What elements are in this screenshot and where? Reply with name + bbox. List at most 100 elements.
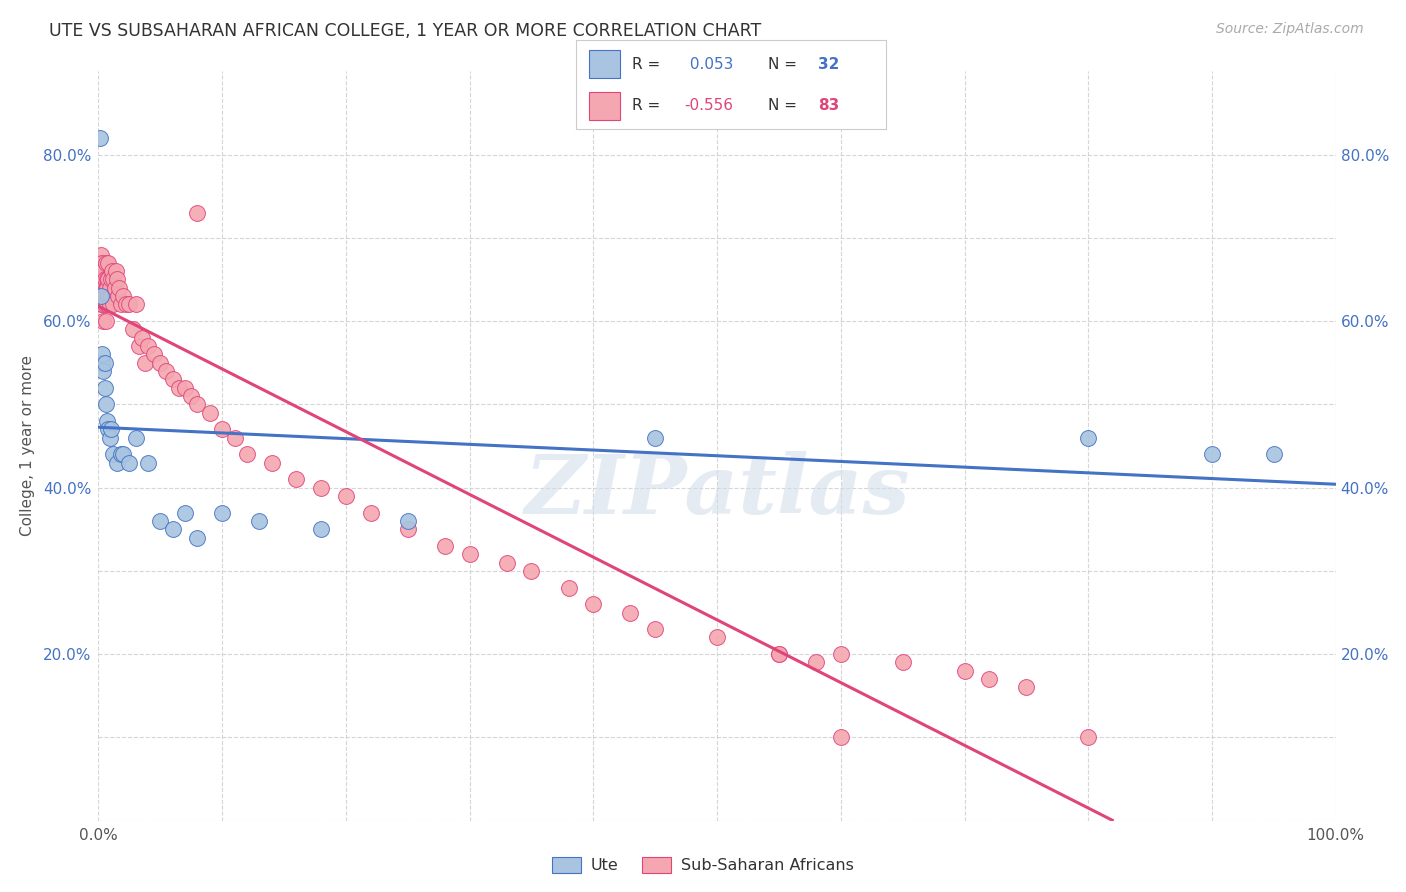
Point [335,489,357,503]
Legend: Ute, Sub-Saharan Africans: Ute, Sub-Saharan Africans [546,850,860,880]
Point [143,347,166,361]
Text: R =: R = [633,98,665,112]
Text: UTE VS SUBSAHARAN AFRICAN COLLEGE, 1 YEAR OR MORE CORRELATION CHART: UTE VS SUBSAHARAN AFRICAN COLLEGE, 1 YEA… [49,22,762,40]
Point [360,506,382,520]
Point [619,606,641,620]
Point [91,256,114,270]
Point [90,297,112,311]
Point [93,272,115,286]
Text: ZIPatlas: ZIPatlas [524,451,910,531]
Point [433,539,456,553]
Point [1263,447,1285,461]
Text: 0.053: 0.053 [685,57,733,71]
Point [105,272,128,286]
Point [93,297,115,311]
Point [768,647,790,661]
Point [96,414,118,428]
Point [198,406,221,420]
Point [582,597,605,611]
Bar [589,50,620,78]
Point [94,256,117,270]
Point [93,356,115,370]
Point [103,297,125,311]
Point [124,431,146,445]
Point [174,381,197,395]
Point [98,281,121,295]
Point [458,547,481,561]
Point [93,281,115,295]
Point [224,431,246,445]
Point [91,272,114,286]
Point [93,314,115,328]
Point [128,339,150,353]
Point [706,631,728,645]
Point [1077,431,1099,445]
Point [112,447,135,461]
Point [91,356,114,370]
Point [247,514,270,528]
Point [891,656,914,670]
Text: Source: ZipAtlas.com: Source: ZipAtlas.com [1216,22,1364,37]
Point [644,431,666,445]
Text: 83: 83 [818,98,839,112]
Point [131,331,153,345]
Point [162,372,184,386]
Point [174,506,197,520]
Point [260,456,283,470]
Point [134,356,156,370]
Point [97,256,120,270]
Point [155,364,177,378]
Point [118,456,141,470]
Point [979,672,1001,686]
Point [98,431,121,445]
Point [644,622,666,636]
Point [149,514,172,528]
Point [1077,731,1099,745]
Point [768,647,790,661]
Point [122,322,145,336]
Point [124,297,146,311]
Point [100,289,122,303]
Point [136,456,159,470]
Point [285,472,308,486]
Point [90,289,112,303]
Point [97,422,120,436]
Point [96,272,118,286]
Text: N =: N = [768,98,801,112]
Text: R =: R = [633,57,665,71]
Point [98,297,121,311]
Point [100,272,122,286]
Point [100,422,122,436]
Point [90,247,112,261]
Point [186,397,208,411]
Point [93,264,115,278]
Point [186,531,208,545]
Point [557,581,579,595]
Point [136,339,159,353]
Point [96,281,118,295]
Point [520,564,543,578]
Bar [589,92,620,120]
Point [211,506,233,520]
Point [89,256,111,270]
Point [1201,447,1223,461]
Point [89,131,111,145]
Point [101,264,124,278]
Point [91,297,114,311]
Point [104,264,127,278]
Point [90,272,112,286]
Point [495,556,517,570]
Point [180,389,202,403]
Point [162,522,184,536]
Point [118,297,141,311]
Point [396,514,419,528]
Point [90,356,112,370]
Point [93,381,115,395]
Point [91,347,114,361]
Point [953,664,976,678]
Point [110,447,132,461]
Point [103,272,125,286]
Point [236,447,259,461]
Text: -0.556: -0.556 [685,98,734,112]
Point [105,456,128,470]
